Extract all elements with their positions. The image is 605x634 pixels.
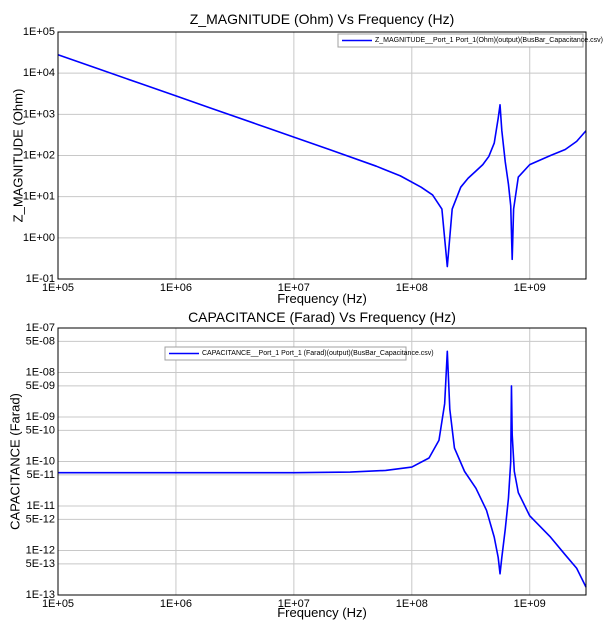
capacitance-chart-title: CAPACITANCE (Farad) Vs Frequency (Hz): [188, 309, 456, 325]
impedance-chart-y-tick-label: 1E+02: [23, 150, 55, 162]
impedance-chart-legend: Z_MAGNITUDE__Port_1 Port_1(Ohm)(output)(…: [337, 33, 603, 48]
capacitance-chart-legend: CAPACITANCE__Port_1 Port_1 (Farad)(outpu…: [164, 346, 434, 361]
capacitance-chart-y-tick-label: 1E-12: [26, 545, 55, 557]
capacitance-chart-y-tick-label: 1E-11: [26, 500, 55, 512]
capacitance-chart-y-tick-label: 1E-07: [26, 322, 55, 334]
capacitance-chart-y-tick-label: 1E-10: [26, 456, 55, 468]
impedance-chart-legend-box: [337, 33, 584, 48]
capacitance-chart-legend-label: CAPACITANCE__Port_1 Port_1 (Farad)(outpu…: [202, 350, 434, 357]
impedance-chart-y-tick-label: 1E+05: [23, 26, 55, 38]
impedance-chart-ylabel: Z_MAGNITUDE (Ohm): [11, 89, 26, 223]
capacitance-chart-series-line: [58, 350, 587, 588]
impedance-chart-x-tick-label: 1E+05: [42, 282, 74, 294]
capacitance-chart-y-tick-label: 5E-11: [26, 469, 55, 481]
capacitance-chart-x-tick-label: 1E+08: [396, 598, 428, 610]
capacitance-chart-x-tick-label: 1E+09: [514, 598, 546, 610]
impedance-chart-y-tick-label: 1E-01: [26, 273, 55, 285]
impedance-chart: Z_MAGNITUDE (Ohm) Vs Frequency (Hz) Freq…: [11, 11, 603, 306]
impedance-chart-x-tick-label: 1E+08: [396, 282, 428, 294]
capacitance-chart-y-tick-label: 5E-10: [26, 424, 55, 436]
impedance-chart-x-tick-label: 1E+06: [160, 282, 192, 294]
impedance-chart-title: Z_MAGNITUDE (Ohm) Vs Frequency (Hz): [190, 11, 454, 27]
capacitance-chart-y-tick-label: 1E-13: [26, 589, 55, 601]
capacitance-chart-plot-frame: [57, 327, 587, 596]
impedance-chart-y-tick-label: 1E+03: [23, 108, 55, 120]
capacitance-chart-ylabel: CAPACITANCE (Farad): [8, 393, 23, 530]
impedance-chart-x-tick-label: 1E+07: [278, 282, 310, 294]
impedance-chart-x-tick-label: 1E+09: [514, 282, 546, 294]
impedance-chart-y-tick-label: 1E+01: [23, 191, 55, 203]
capacitance-chart-y-tick-label: 1E-09: [26, 411, 55, 423]
capacitance-chart-y-tick-label: 5E-08: [26, 335, 55, 347]
impedance-chart-xlabel: Frequency (Hz): [277, 291, 367, 306]
capacitance-chart-y-tick-label: 1E-08: [26, 367, 55, 379]
capacitance-chart-legend-box: [164, 346, 407, 361]
impedance-chart-legend-label: Z_MAGNITUDE__Port_1 Port_1(Ohm)(output)(…: [375, 37, 603, 44]
impedance-chart-y-tick-label: 1E+04: [23, 67, 55, 79]
impedance-chart-plot-frame: [57, 31, 587, 280]
capacitance-chart-y-tick-label: 5E-13: [26, 558, 55, 570]
capacitance-chart-xlabel: Frequency (Hz): [277, 605, 367, 620]
capacitance-chart: CAPACITANCE (Farad) Vs Frequency (Hz) Fr…: [8, 309, 587, 620]
impedance-chart-y-tick-label: 1E+00: [23, 232, 55, 244]
impedance-chart-series-line: [57, 54, 587, 268]
capacitance-chart-y-tick-label: 5E-09: [26, 380, 55, 392]
capacitance-chart-x-tick-label: 1E+06: [160, 598, 192, 610]
capacitance-chart-y-tick-label: 5E-12: [26, 513, 55, 525]
capacitance-chart-x-tick-label: 1E+07: [278, 598, 310, 610]
capacitance-chart-x-tick-label: 1E+05: [42, 598, 74, 610]
